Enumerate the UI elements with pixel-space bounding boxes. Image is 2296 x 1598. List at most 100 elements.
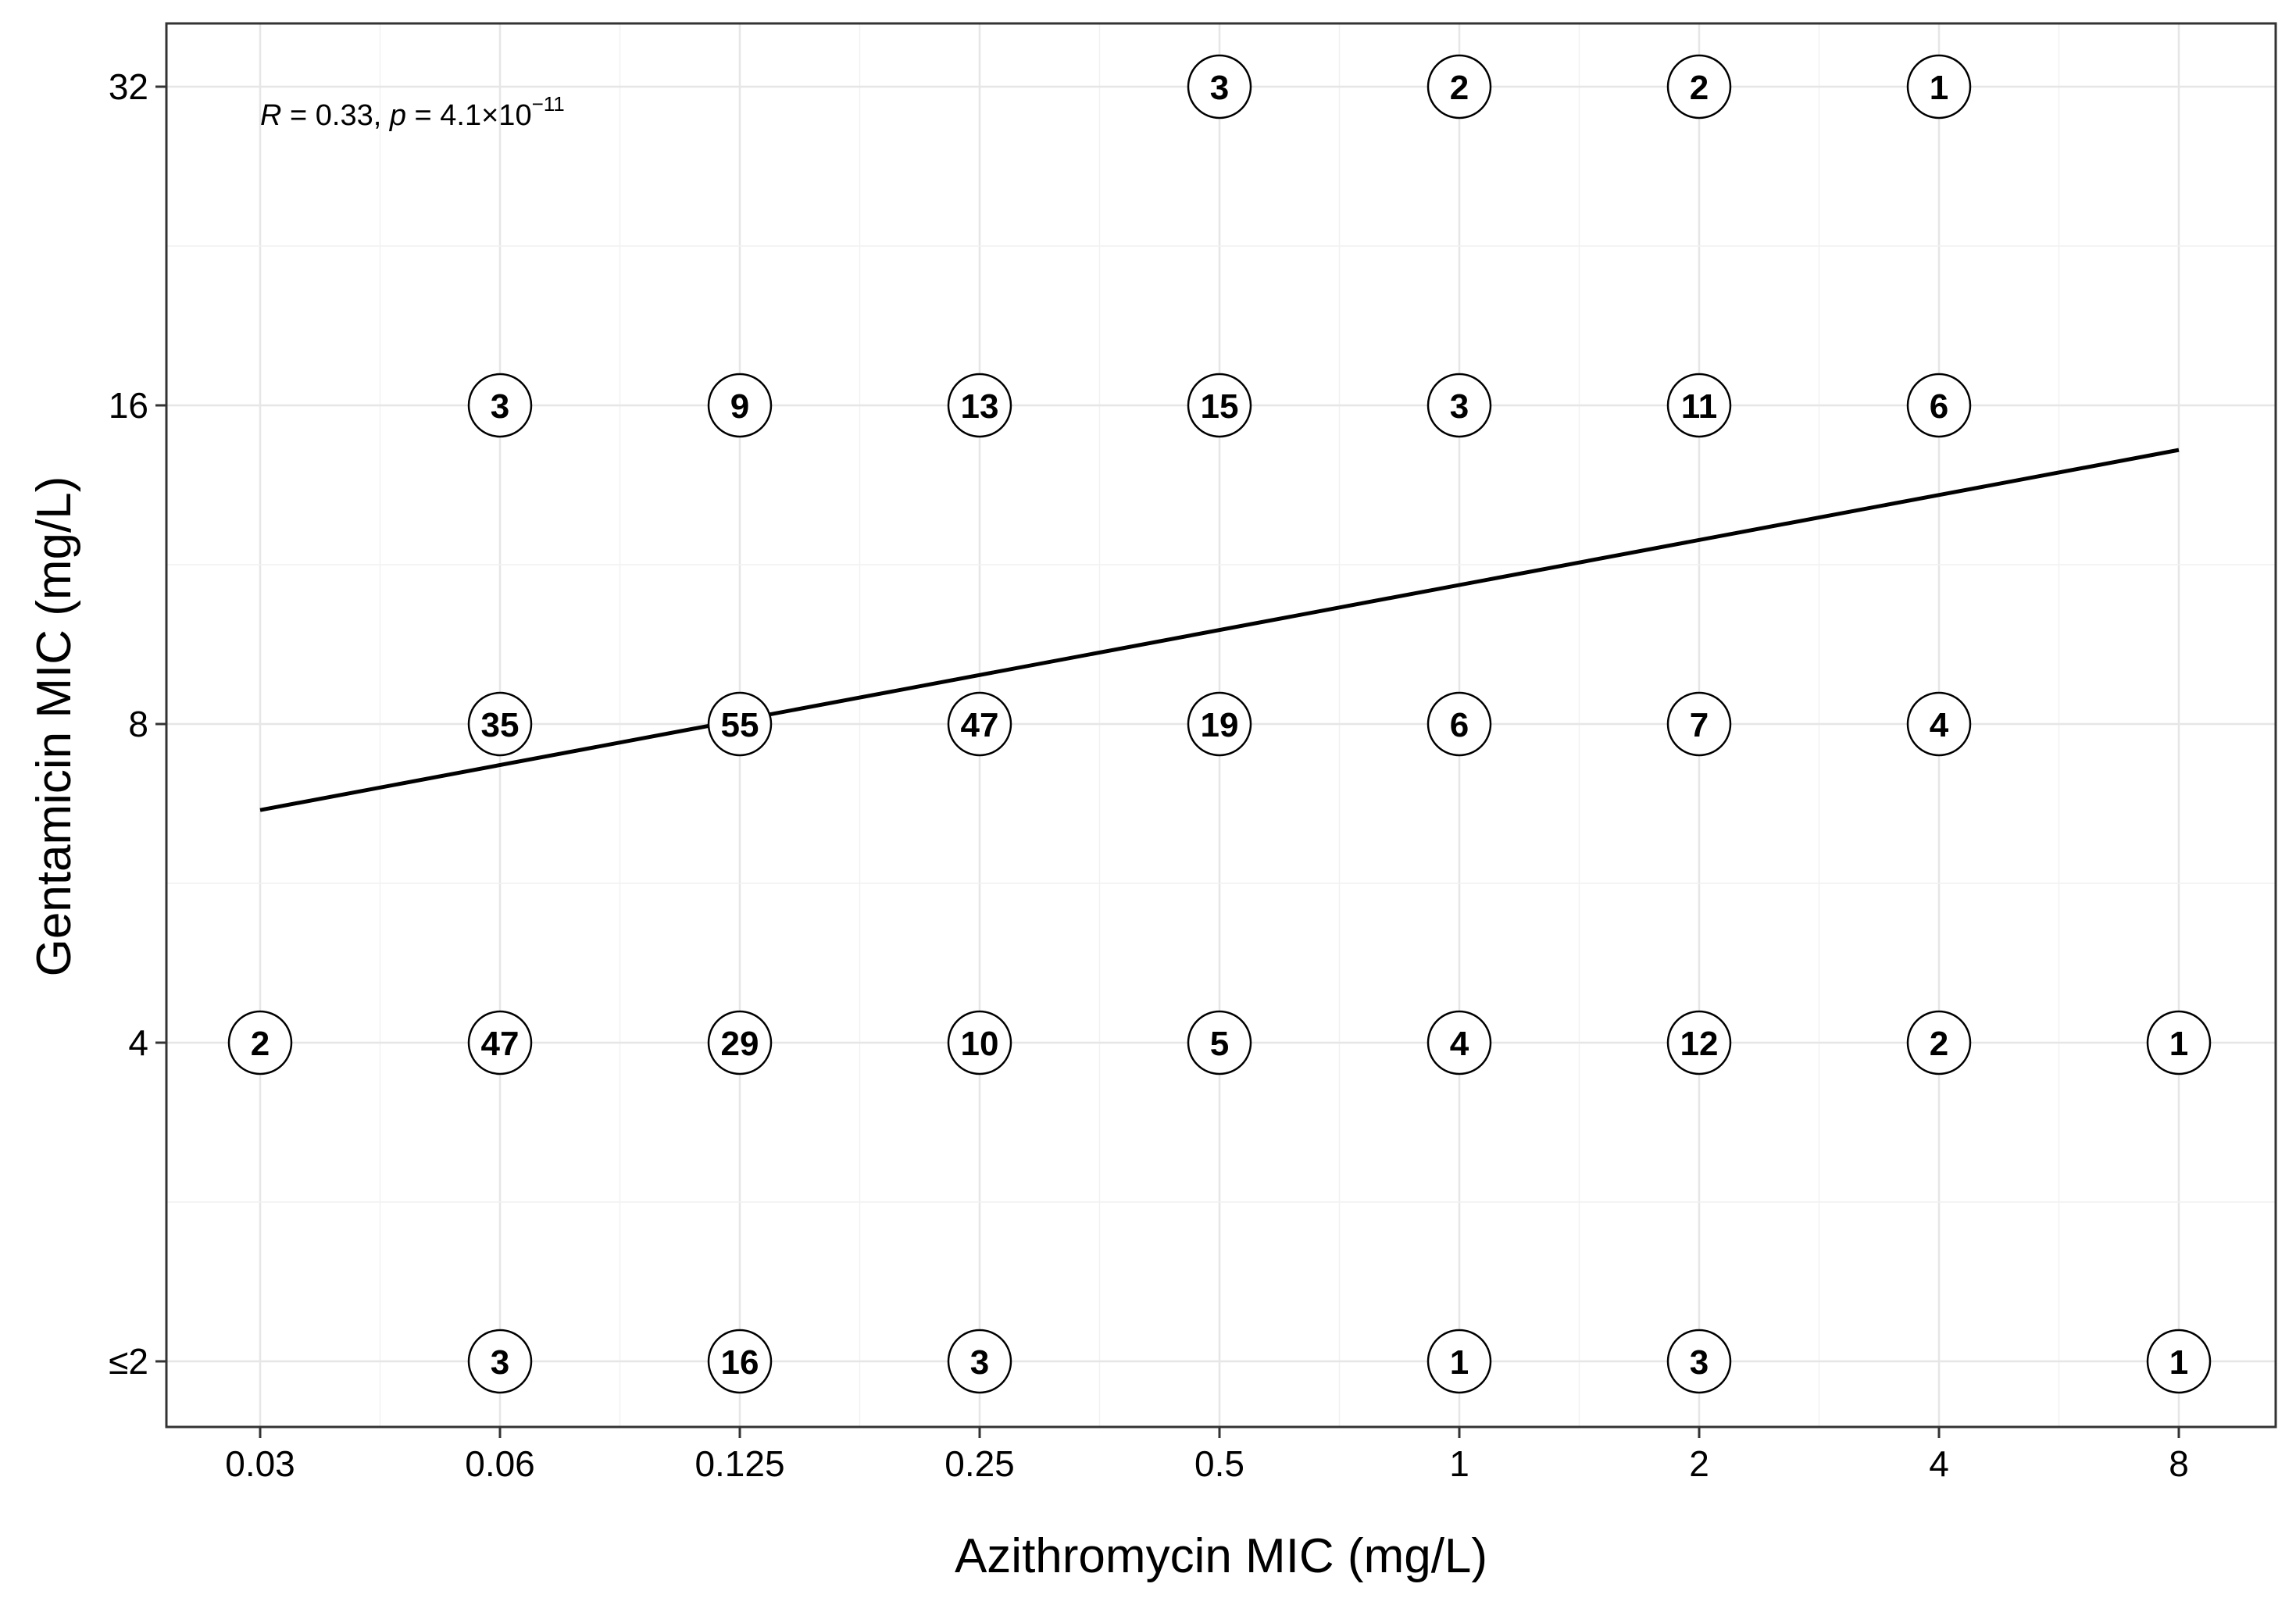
annotation-r-symbol: R [260, 99, 281, 132]
data-point-count-label: 35 [481, 706, 520, 744]
data-point-0-25-8: 47 [947, 691, 1012, 757]
data-point-count-label: 5 [1210, 1025, 1229, 1063]
data-point-0-06-8: 35 [467, 691, 533, 757]
data-point-circle [2146, 1010, 2212, 1075]
data-point-circle [1666, 373, 1732, 438]
data-point-circle [707, 373, 773, 438]
data-point-0-125-le2: 16 [707, 1329, 773, 1394]
data-point-2-16: 11 [1666, 373, 1732, 438]
data-point-count-label: 3 [1690, 1343, 1709, 1382]
data-point-0-5-32: 3 [1187, 54, 1252, 119]
data-point-circle [1187, 691, 1252, 757]
data-point-count-label: 13 [961, 387, 999, 426]
regression-line [259, 448, 2180, 812]
data-point-circle [947, 1329, 1012, 1394]
data-point-count-label: 10 [961, 1025, 999, 1063]
y-tick-label-32: 32 [109, 66, 148, 107]
data-point-count-label: 7 [1690, 706, 1709, 744]
data-point-0-06-le2: 3 [467, 1329, 533, 1394]
data-point-circle [1187, 1010, 1252, 1075]
data-point-circle [947, 373, 1012, 438]
data-point-circle [1187, 373, 1252, 438]
data-point-count-label: 2 [1450, 69, 1469, 107]
data-point-circle [1666, 691, 1732, 757]
data-point-circle [467, 1010, 533, 1075]
data-point-8-le2: 1 [2146, 1329, 2212, 1394]
data-point-count-label: 6 [1930, 387, 1948, 426]
data-point-0-5-8: 19 [1187, 691, 1252, 757]
y-tick-label-le2: ≤2 [109, 1341, 148, 1382]
data-point-count-label: 3 [491, 387, 509, 426]
data-point-count-label: 4 [1450, 1025, 1469, 1063]
data-point-1-16: 3 [1427, 373, 1492, 438]
data-point-circle [1427, 1010, 1492, 1075]
data-point-0-125-16: 9 [707, 373, 773, 438]
data-point-count-label: 9 [730, 387, 749, 426]
data-point-circle [227, 1010, 293, 1075]
data-point-count-label: 1 [1930, 69, 1948, 107]
x-tick-label-0-03: 0.03 [225, 1443, 295, 1484]
data-point-circle [1666, 1010, 1732, 1075]
data-point-count-label: 6 [1450, 706, 1469, 744]
data-point-circle [1427, 1329, 1492, 1394]
data-point-circle [467, 691, 533, 757]
data-point-0-25-16: 13 [947, 373, 1012, 438]
data-point-circle [1666, 54, 1732, 119]
data-point-circle [1427, 691, 1492, 757]
data-point-count-label: 11 [1681, 387, 1718, 426]
annotation-r-value: = 0.33, [281, 99, 389, 132]
data-point-circle [1906, 373, 1972, 438]
fit-layer [259, 448, 2180, 812]
data-point-circle [467, 373, 533, 438]
data-point-1-4: 4 [1427, 1010, 1492, 1075]
data-point-0-06-16: 3 [467, 373, 533, 438]
data-point-1-8: 6 [1427, 691, 1492, 757]
y-tick-label-8: 8 [128, 704, 148, 744]
data-point-0-5-16: 15 [1187, 373, 1252, 438]
data-point-2-8: 7 [1666, 691, 1732, 757]
data-point-count-label: 16 [721, 1343, 759, 1382]
annotation-p-exponent: −11 [532, 92, 565, 116]
y-axis-title: Gentamicin MIC (mg/L) [27, 476, 81, 977]
data-point-count-label: 3 [1210, 69, 1229, 107]
data-point-0-25-le2: 3 [947, 1329, 1012, 1394]
data-point-count-label: 12 [1680, 1025, 1719, 1063]
data-point-circle [707, 1010, 773, 1075]
data-point-count-label: 2 [251, 1025, 270, 1063]
data-point-circle [1666, 1329, 1732, 1394]
data-point-4-8: 4 [1906, 691, 1972, 757]
correlation-annotation: R = 0.33, p = 4.1×10−11 [260, 92, 565, 132]
x-tick-label-0-125: 0.125 [695, 1443, 784, 1484]
data-point-count-label: 2 [1930, 1025, 1948, 1063]
data-point-0-06-4: 47 [467, 1010, 533, 1075]
data-point-circle [947, 1010, 1012, 1075]
data-point-circle [467, 1329, 533, 1394]
data-point-0-125-4: 29 [707, 1010, 773, 1075]
annotation-p-value: = 4.1×10 [406, 99, 532, 132]
data-point-circle [1427, 373, 1492, 438]
y-tick-label-16: 16 [109, 385, 148, 426]
data-point-count-label: 3 [970, 1343, 989, 1382]
x-axis-title: Azithromycin MIC (mg/L) [955, 1529, 1487, 1583]
y-tick-label-4: 4 [128, 1022, 148, 1063]
x-tick-label-1: 1 [1449, 1443, 1469, 1484]
data-point-circle [2146, 1329, 2212, 1394]
data-point-0-5-4: 5 [1187, 1010, 1252, 1075]
data-point-2-le2: 3 [1666, 1329, 1732, 1394]
data-point-circle [707, 691, 773, 757]
data-point-0-03-4: 2 [227, 1010, 293, 1075]
data-point-count-label: 47 [481, 1025, 520, 1063]
x-tick-label-8: 8 [2169, 1443, 2189, 1484]
data-point-count-label: 19 [1201, 706, 1239, 744]
data-point-count-label: 47 [961, 706, 999, 744]
data-point-count-label: 15 [1201, 387, 1239, 426]
data-point-count-label: 1 [2169, 1025, 2188, 1063]
data-point-count-label: 29 [721, 1025, 759, 1063]
bubble-layer: 3 2 2 13 9 13 15 3 11 635 55 47 19 6 7 42 47 29 10 5 4 12 2 13 1… [227, 54, 2212, 1394]
x-tick-label-0-25: 0.25 [944, 1443, 1015, 1484]
data-point-4-4: 2 [1906, 1010, 1972, 1075]
data-point-count-label: 3 [1450, 387, 1469, 426]
data-point-circle [707, 1329, 773, 1394]
